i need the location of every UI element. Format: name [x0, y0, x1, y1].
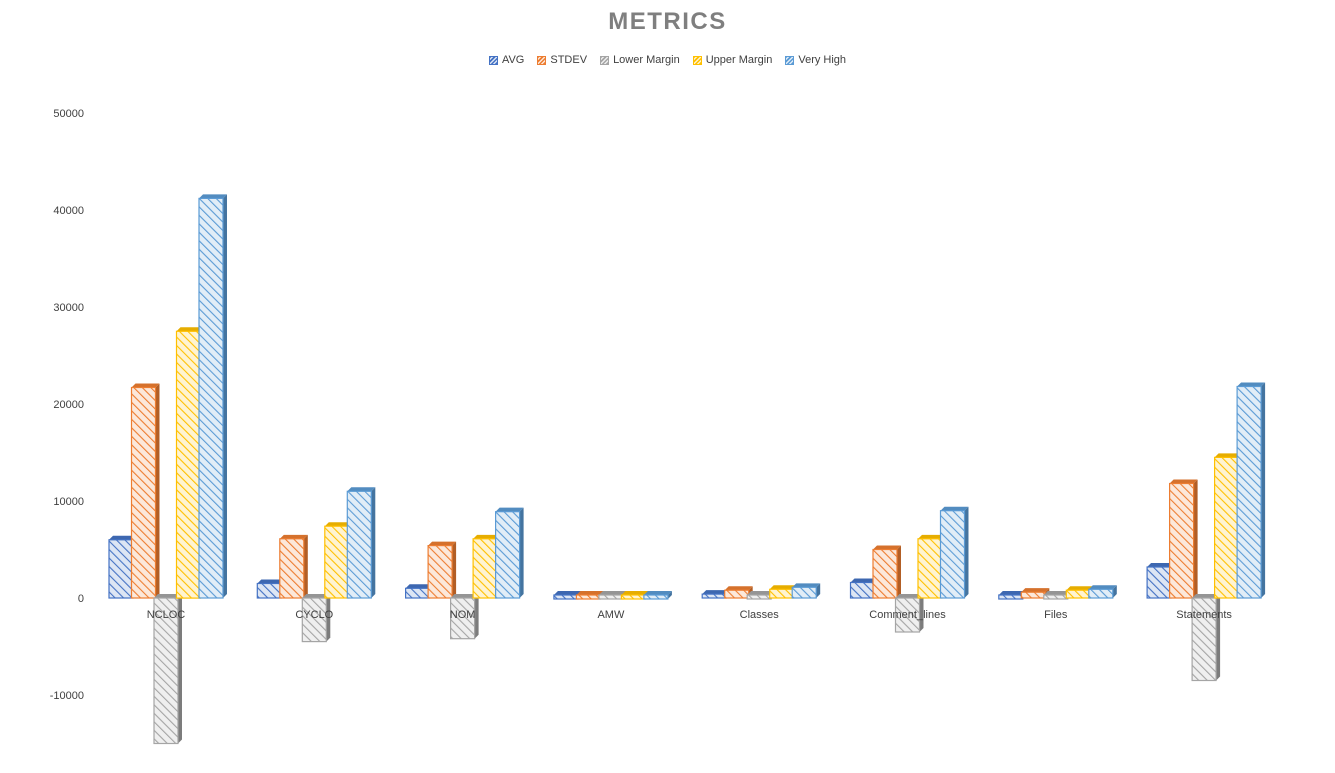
- x-tick-label: Comment_lines: [869, 609, 946, 621]
- legend-swatch-very-high: [785, 55, 795, 65]
- bar-comment-lines-lower-margin: [894, 594, 924, 633]
- bar-cyclo-stdev: [279, 534, 308, 599]
- y-tick-label: -10000: [50, 690, 84, 702]
- legend-item-very-high: Very High: [785, 54, 846, 66]
- bar-nom-stdev: [427, 541, 457, 599]
- legend-swatch-avg: [488, 55, 498, 65]
- bar-classes-very-high: [791, 583, 821, 599]
- legend-item-upper-margin: Upper Margin: [692, 54, 773, 66]
- bar-ncloc-lower-margin: [153, 594, 182, 745]
- bar-comment-lines-very-high: [939, 506, 969, 599]
- legend-label: Upper Margin: [705, 54, 773, 66]
- bar-cyclo-very-high: [346, 487, 376, 599]
- x-tick-label: CYCLO: [295, 609, 333, 621]
- bar-statements-lower-margin: [1191, 594, 1221, 682]
- y-tick-label: 30000: [53, 302, 84, 314]
- legend-label: Very High: [798, 54, 847, 66]
- bar-nom-very-high: [495, 507, 524, 599]
- legend-item-lower-margin: Lower Margin: [600, 54, 680, 66]
- x-tick-label: Classes: [740, 609, 780, 621]
- legend-item-avg: AVG: [488, 54, 525, 66]
- bar-comment-lines-stdev: [872, 545, 901, 599]
- x-tick-label: Files: [1044, 609, 1068, 621]
- legend-label: AVG: [501, 54, 525, 66]
- chart-title: METRICS: [608, 8, 727, 35]
- legend-label: STDEV: [550, 54, 588, 66]
- legend-label: Lower Margin: [613, 54, 680, 66]
- bar-nom-lower-margin: [450, 594, 479, 640]
- chart-legend: AVG STDEV Lower Margin Upper Margin Very Hig…: [0, 54, 1335, 66]
- y-tick-label: 0: [78, 593, 84, 605]
- legend-item-stdev: STDEV: [537, 54, 587, 66]
- y-tick-label: 20000: [53, 399, 84, 411]
- legend-swatch-upper-margin: [692, 55, 702, 65]
- bar-ncloc-stdev: [130, 383, 160, 599]
- x-tick-label: AMW: [597, 609, 625, 621]
- bar-files-very-high: [1088, 585, 1117, 599]
- legend-swatch-stdev: [537, 55, 547, 65]
- x-tick-label: NOM: [450, 609, 476, 621]
- x-tick-label: Statements: [1176, 609, 1232, 621]
- bar-ncloc-very-high: [198, 194, 227, 599]
- bar-statements-stdev: [1168, 479, 1198, 599]
- x-tick-label: NCLOC: [147, 609, 186, 621]
- y-tick-label: 10000: [53, 496, 84, 508]
- y-tick-label: 50000: [53, 108, 84, 120]
- legend-swatch-lower-margin: [600, 55, 610, 65]
- bar-statements-avg: [1146, 562, 1176, 599]
- bar-statements-very-high: [1236, 382, 1266, 599]
- y-tick-label: 40000: [53, 205, 84, 217]
- bar-cyclo-lower-margin: [301, 594, 331, 643]
- bar-amw-very-high: [643, 591, 672, 600]
